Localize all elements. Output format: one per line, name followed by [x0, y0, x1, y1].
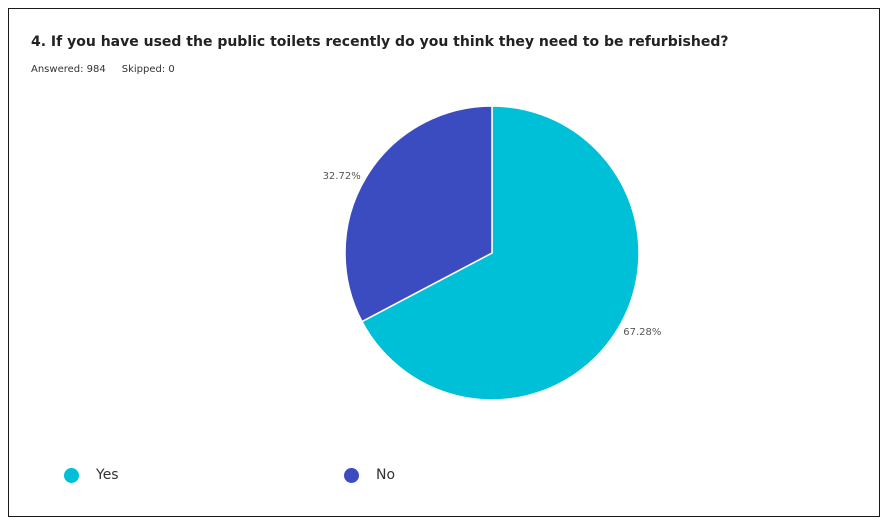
legend-item-no: No [344, 465, 395, 485]
slice-label-no: 32.72% [323, 171, 361, 182]
legend-swatch-no [344, 467, 359, 483]
pie-slice-no[interactable] [344, 105, 493, 323]
slice-label-yes: 67.28% [623, 327, 661, 338]
pie-slice-yes[interactable] [360, 105, 640, 401]
legend-item-yes: Yes [64, 465, 119, 485]
legend-swatch-yes [64, 467, 79, 483]
legend-label-no: No [376, 467, 396, 483]
question-title: 4. If you have used the public toilets r… [31, 34, 729, 50]
skipped-count: Skipped: 0 [121, 64, 175, 75]
response-stats: Answered: 984 Skipped: 0 [31, 64, 175, 75]
answered-count: Answered: 984 [31, 64, 106, 75]
legend-label-yes: Yes [96, 467, 119, 483]
